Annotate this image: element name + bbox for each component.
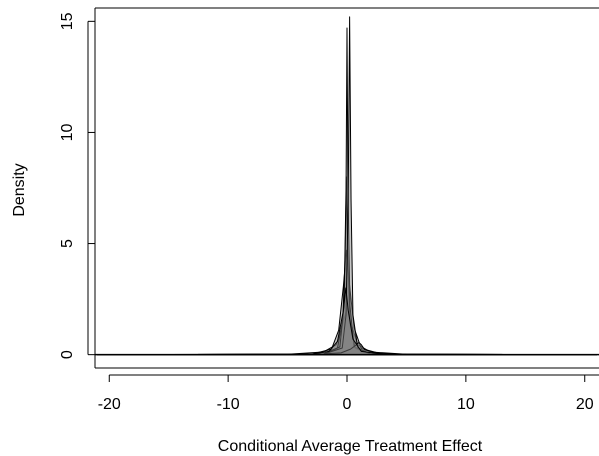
x-tick-label: 20 bbox=[576, 396, 594, 413]
y-tick-label: 15 bbox=[59, 12, 76, 30]
x-tick-label: 0 bbox=[343, 396, 352, 413]
x-tick-label: -10 bbox=[217, 396, 240, 413]
x-tick-label: 10 bbox=[457, 396, 475, 413]
y-tick-label: 10 bbox=[59, 123, 76, 141]
density-series-layer bbox=[95, 16, 599, 356]
density-curve-7 bbox=[96, 287, 598, 356]
x-axis-title: Conditional Average Treatment Effect bbox=[218, 438, 483, 455]
y-tick-label: 5 bbox=[59, 239, 76, 248]
y-tick-label: 0 bbox=[59, 350, 76, 359]
x-tick-label: -20 bbox=[98, 396, 121, 413]
y-axis-title: Density bbox=[11, 163, 28, 216]
axis-layer: -20 -10 0 10 20 0 5 10 15 bbox=[59, 7, 599, 413]
